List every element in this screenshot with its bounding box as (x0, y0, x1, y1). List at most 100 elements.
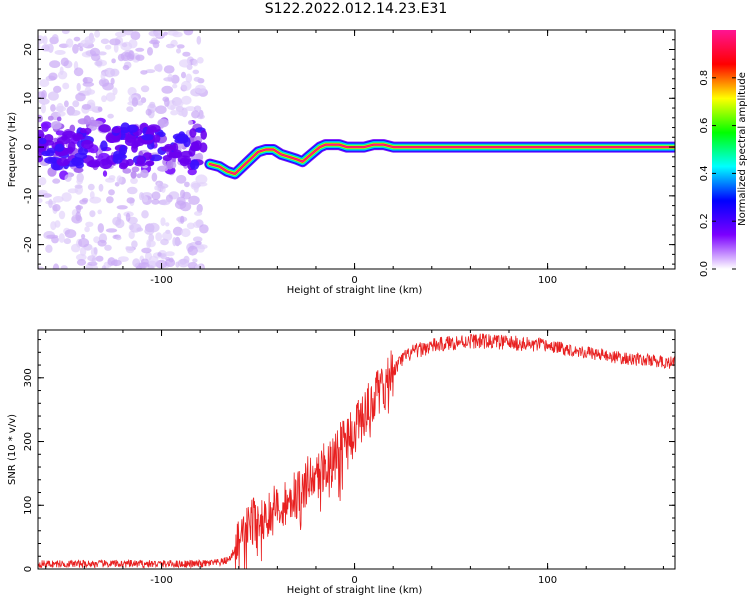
noise-blob (91, 257, 96, 267)
noise-blob (162, 231, 173, 241)
noise-blob (162, 155, 172, 162)
noise-blob (191, 110, 200, 119)
noise-blob (110, 77, 115, 85)
noise-blob (130, 177, 138, 184)
snr-line (38, 333, 675, 569)
noise-blob (190, 181, 200, 190)
noise-blob (94, 30, 101, 38)
noise-blob (151, 191, 161, 200)
noise-blob (75, 211, 81, 222)
noise-blob (125, 133, 137, 143)
noise-blob (194, 264, 204, 269)
noise-blob (146, 239, 152, 249)
noise-blob (151, 198, 160, 205)
noise-blob (71, 243, 81, 253)
noise-blob (66, 146, 74, 154)
noise-blob (183, 158, 192, 165)
noise-blob (87, 183, 95, 191)
chart-title: S122.2022.012.14.23.E31 (264, 1, 448, 17)
noise-blob (116, 205, 128, 210)
noise-blob (80, 127, 87, 134)
noise-blob (97, 209, 102, 215)
noise-blob (128, 39, 138, 49)
noise-blob (60, 57, 69, 67)
noise-blob (110, 68, 120, 77)
noise-blob (53, 137, 58, 143)
x-tick-label: 0 (351, 575, 357, 586)
noise-blob (106, 196, 114, 204)
noise-blob (50, 121, 62, 130)
spectrogram-content (38, 30, 675, 269)
noise-blob (199, 224, 209, 234)
noise-blob (172, 237, 177, 247)
noise-blob (157, 183, 169, 189)
noise-blob (112, 150, 122, 160)
noise-blob (183, 30, 194, 36)
noise-blob (192, 236, 203, 243)
noise-blob (126, 54, 135, 61)
noise-blob (108, 175, 116, 180)
noise-blob (131, 240, 138, 248)
noise-blob (49, 60, 61, 68)
noise-blob (38, 114, 43, 123)
noise-blob (196, 35, 202, 45)
colorbar-tick-label: 0.2 (699, 213, 710, 229)
noise-blob (181, 80, 192, 91)
noise-blob (64, 174, 72, 182)
noise-blob (89, 210, 96, 218)
noise-blob (95, 255, 104, 262)
noise-blob (127, 186, 138, 195)
noise-blob (151, 172, 158, 182)
noise-blob (141, 247, 152, 254)
noise-blob (48, 198, 53, 209)
noise-blob (111, 58, 116, 64)
noise-blob (122, 64, 130, 71)
noise-blob (111, 127, 122, 134)
noise-blob (75, 205, 83, 210)
noise-blob (145, 69, 156, 74)
noise-blob (100, 71, 106, 81)
noise-blob (129, 223, 142, 233)
noise-blob (94, 60, 103, 67)
noise-blob (45, 149, 55, 157)
x-tick-label: -100 (150, 575, 173, 586)
noise-blob (101, 95, 107, 103)
ridge-line (209, 144, 675, 175)
noise-blob (140, 169, 149, 178)
noise-blob (149, 101, 156, 109)
noise-blob (141, 134, 155, 141)
plot-frame (37, 329, 676, 570)
noise-blob (128, 230, 135, 240)
noise-blob (187, 245, 198, 256)
noise-blob (64, 100, 69, 108)
noise-blob (192, 258, 198, 263)
noise-blob (193, 76, 201, 82)
noise-blob (105, 70, 110, 76)
noise-blob (161, 85, 173, 94)
noise-blob (105, 92, 116, 102)
noise-blob (126, 197, 135, 204)
noise-blob (81, 234, 86, 239)
noise-blob (107, 113, 114, 119)
noise-blob (196, 244, 205, 253)
noise-blob (148, 30, 159, 37)
noise-blob (102, 170, 108, 177)
noise-blob (160, 217, 166, 227)
noise-blob (192, 69, 200, 75)
noise-blob (74, 184, 83, 189)
noise-blob (172, 226, 183, 236)
noise-blob (125, 212, 131, 222)
noise-blob (195, 240, 202, 246)
noise-blob (153, 134, 161, 143)
noise-blob (176, 48, 181, 54)
noise-blob (116, 175, 123, 184)
noise-blob (177, 110, 188, 117)
noise-blob (64, 229, 77, 239)
noise-blob (42, 193, 52, 198)
snr-content (38, 333, 675, 569)
noise-blob (89, 191, 95, 199)
colorbar-tick-label: 0.0 (699, 261, 710, 277)
noise-blob (84, 226, 90, 233)
noise-blob (186, 222, 195, 230)
